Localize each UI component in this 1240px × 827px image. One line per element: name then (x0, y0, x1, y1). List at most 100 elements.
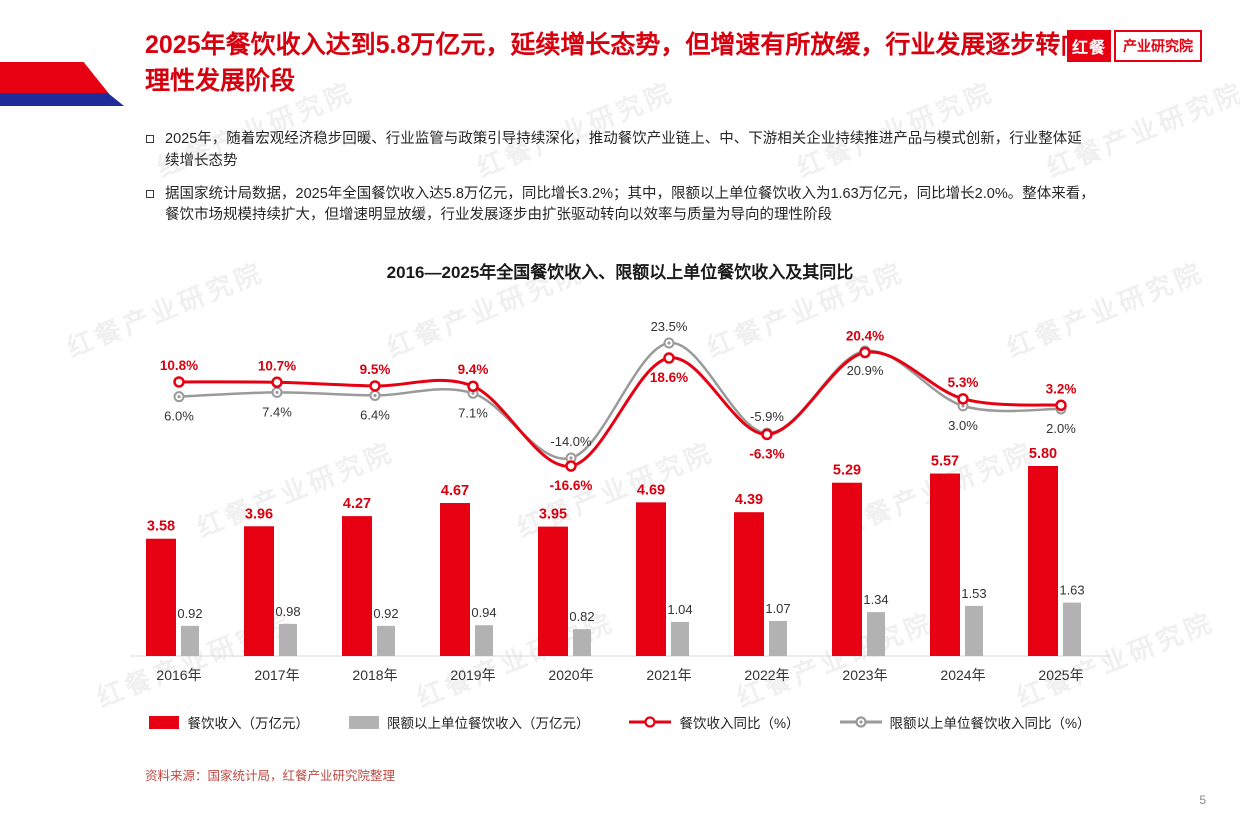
growth-label-restaurant: 9.4% (458, 362, 489, 377)
growth-label-above-quota: 7.4% (262, 404, 292, 419)
growth-label-above-quota: 23.5% (651, 319, 688, 334)
bar-restaurant-revenue (146, 538, 176, 656)
x-axis-label: 2023年 (842, 667, 887, 683)
growth-label-restaurant: 5.3% (948, 375, 979, 390)
chart-title: 2016—2025年全国餐饮收入、限额以上单位餐饮收入及其同比 (386, 263, 854, 282)
growth-label-restaurant: 3.2% (1046, 381, 1077, 396)
legend-item-3: 餐饮收入同比（%） (629, 712, 800, 732)
chart-legend: 餐饮收入（万亿元） 限额以上单位餐饮收入（万亿元） 餐饮收入同比（%） 限额以上单位餐… (130, 712, 1110, 732)
growth-label-above-quota: 6.4% (360, 407, 390, 422)
bar-value-restaurant-revenue: 3.58 (147, 519, 175, 535)
marker-dot-above-quota-growth (961, 404, 965, 408)
bar-value-restaurant-revenue: 5.29 (833, 463, 861, 479)
bar-value-above-quota-revenue: 1.04 (667, 602, 692, 617)
marker-restaurant-growth (663, 352, 675, 364)
bar-restaurant-revenue (734, 512, 764, 656)
bar-restaurant-revenue (930, 473, 960, 656)
bar-above-quota-revenue (965, 605, 983, 656)
bar-above-quota-revenue (181, 625, 199, 656)
growth-label-above-quota: 2.0% (1046, 421, 1076, 436)
bar-above-quota-revenue (573, 629, 591, 656)
line-restaurant-growth (178, 350, 1062, 468)
bar-value-above-quota-revenue: 1.63 (1059, 583, 1084, 598)
logo-brand-mark: 红餐 (1066, 30, 1111, 62)
marker-dot-above-quota-growth (373, 393, 377, 398)
bullet-item-2: 据国家统计局数据，2025年全国餐饮收入达5.8万亿元，同比增长3.2%；其中，… (145, 184, 1095, 228)
growth-label-above-quota: 7.1% (458, 405, 488, 420)
growth-label-restaurant: 9.5% (360, 362, 391, 377)
bar-value-above-quota-revenue: 1.53 (961, 586, 986, 601)
bar-above-quota-revenue (279, 623, 297, 656)
growth-label-above-quota: -5.9% (750, 409, 784, 424)
bullet-text-1: 2025年，随着宏观经济稳步回暖、行业监管与政策引导持续深化，推动餐饮产业链上、… (165, 131, 1082, 169)
legend-item-1: 餐饮收入（万亿元） (149, 712, 309, 732)
legend-item-2: 限额以上单位餐饮收入（万亿元） (348, 712, 590, 732)
growth-label-above-quota: 6.0% (164, 409, 194, 424)
legend-line-marker-icon (839, 716, 882, 728)
x-axis-label: 2025年 (1038, 667, 1083, 683)
legend-item-4: 限额以上单位餐饮收入同比（%） (839, 712, 1091, 732)
bar-value-above-quota-revenue: 0.92 (373, 606, 398, 621)
bar-value-above-quota-revenue: 1.07 (765, 601, 790, 616)
bar-restaurant-revenue (342, 516, 372, 656)
growth-label-restaurant: 20.4% (846, 329, 884, 344)
bar-value-restaurant-revenue: 4.27 (343, 496, 371, 512)
edge-decoration-red (0, 62, 110, 95)
bar-above-quota-revenue (1063, 602, 1081, 656)
marker-dot-above-quota-growth (471, 391, 475, 395)
bar-value-restaurant-revenue: 4.39 (735, 492, 763, 508)
growth-label-above-quota: -14.0% (550, 434, 592, 449)
brand-logo: 红餐 产业研究院 (1066, 30, 1202, 62)
legend-label: 限额以上单位餐饮收入（万亿元） (386, 716, 590, 731)
bar-value-above-quota-revenue: 0.98 (275, 604, 300, 619)
bar-value-above-quota-revenue: 1.34 (863, 592, 888, 607)
growth-label-restaurant: 10.7% (258, 358, 296, 373)
growth-label-restaurant: -6.3% (749, 446, 784, 461)
x-axis-label: 2019年 (450, 667, 495, 683)
legend-line-marker-icon (629, 716, 672, 728)
x-axis-label: 2018年 (352, 667, 397, 683)
bar-above-quota-revenue (867, 612, 885, 656)
growth-label-above-quota: 20.9% (847, 363, 884, 378)
bullet-list: 2025年，随着宏观经济稳步回暖、行业监管与政策引导持续深化，推动餐饮产业链上、… (145, 129, 1095, 238)
square-bullet-icon (146, 135, 154, 143)
bullet-item-1: 2025年，随着宏观经济稳步回暖、行业监管与政策引导持续深化，推动餐饮产业链上、… (145, 129, 1095, 173)
legend-label: 限额以上单位餐饮收入同比（%） (889, 716, 1091, 731)
source-note: 资料来源：国家统计局，红餐产业研究院整理 (145, 769, 396, 783)
bar-above-quota-revenue (377, 625, 395, 656)
bar-value-above-quota-revenue: 0.92 (177, 606, 202, 621)
line-above-quota-growth (178, 341, 1062, 460)
bar-value-restaurant-revenue: 3.96 (245, 506, 273, 522)
bar-above-quota-revenue (671, 621, 689, 656)
bar-above-quota-revenue (475, 625, 493, 656)
growth-label-restaurant: -16.6% (550, 478, 593, 493)
x-axis-label: 2024年 (940, 667, 985, 683)
marker-restaurant-growth (859, 346, 871, 359)
logo-org-name: 产业研究院 (1114, 30, 1202, 62)
square-bullet-icon (146, 189, 154, 198)
growth-label-above-quota: 3.0% (948, 418, 978, 433)
bar-value-restaurant-revenue: 5.57 (931, 454, 959, 470)
bar-value-above-quota-revenue: 0.82 (569, 609, 594, 624)
marker-dot-above-quota-growth (275, 390, 279, 394)
bar-restaurant-revenue (1028, 466, 1058, 656)
marker-restaurant-growth (173, 376, 185, 388)
marker-restaurant-growth (467, 380, 479, 392)
bar-restaurant-revenue (538, 526, 568, 656)
bar-value-restaurant-revenue: 5.80 (1029, 446, 1057, 462)
marker-dot-above-quota-growth (569, 456, 573, 460)
marker-restaurant-growth (761, 428, 773, 441)
growth-label-restaurant: 18.6% (650, 370, 688, 385)
combo-chart: 3.58 0.92 2016年 3.96 0.98 2017年 4.27 0.92 2018年 4… (130, 319, 1110, 683)
x-axis-label: 2022年 (744, 667, 789, 683)
legend-label: 餐饮收入（万亿元） (187, 716, 309, 731)
marker-restaurant-growth (1055, 399, 1067, 412)
marker-restaurant-growth (271, 376, 283, 389)
marker-dot-above-quota-growth (177, 395, 181, 399)
marker-restaurant-growth (957, 393, 969, 405)
marker-restaurant-growth (369, 380, 381, 392)
bar-restaurant-revenue (440, 503, 470, 656)
page-title: 2025年餐饮收入达到5.8万亿元，延续增长态势，但增速有所放缓，行业发展逐步转… (145, 31, 1086, 96)
legend-label: 餐饮收入同比（%） (679, 716, 800, 731)
